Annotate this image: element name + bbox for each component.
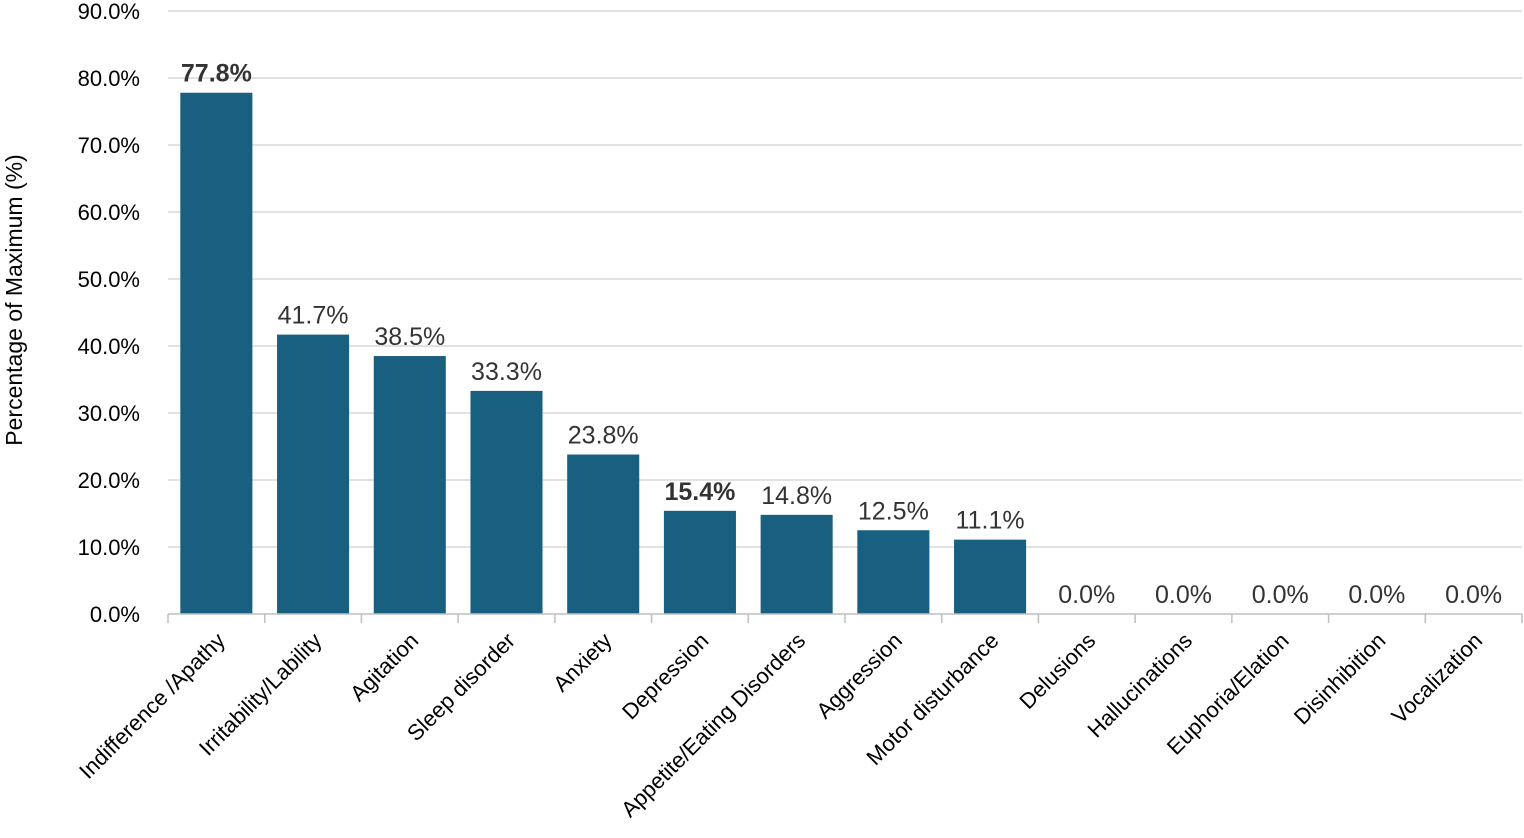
bar xyxy=(180,92,253,615)
bar xyxy=(663,510,736,614)
x-category-label: Vocalization xyxy=(1386,628,1487,729)
bar xyxy=(373,356,446,614)
y-tick-label: 20.0% xyxy=(78,468,140,493)
y-axis-title: Percentage of Maximum (%) xyxy=(1,154,27,445)
bar xyxy=(760,514,833,614)
data-label: 14.8% xyxy=(761,482,832,510)
y-tick-label: 90.0% xyxy=(78,0,140,24)
data-label: 23.8% xyxy=(568,422,639,450)
data-labels: 77.8% 41.7% 38.5% 33.3% 23.8% 15.4% 14.8% 12.5%… xyxy=(181,60,1502,609)
x-category-label: Agitation xyxy=(345,628,423,706)
x-axis xyxy=(167,613,1523,623)
bar xyxy=(567,454,640,614)
x-category-label: Disinhibition xyxy=(1289,628,1391,730)
y-tick-label: 40.0% xyxy=(78,334,140,359)
data-label: 11.1% xyxy=(956,507,1025,535)
x-category-label: Aggression xyxy=(811,628,907,724)
data-label: 0.0% xyxy=(1348,581,1405,609)
x-category-label: Indifference /Apathy xyxy=(74,628,230,784)
gridlines xyxy=(168,10,1522,548)
y-axis-ticks: 0.0% 10.0% 20.0% 30.0% 40.0% 50.0% 60.0% 70.0% 8… xyxy=(78,0,140,627)
data-label: 41.7% xyxy=(278,302,349,330)
y-tick-label: 10.0% xyxy=(78,535,140,560)
data-label: 77.8% xyxy=(181,60,252,88)
y-tick-label: 80.0% xyxy=(78,66,140,91)
bar xyxy=(954,539,1027,614)
data-label: 0.0% xyxy=(1058,581,1115,609)
data-label: 0.0% xyxy=(1252,581,1309,609)
bar xyxy=(277,334,350,614)
x-category-label: Delusions xyxy=(1014,628,1100,714)
data-label: 0.0% xyxy=(1155,581,1212,609)
data-label: 15.4% xyxy=(664,478,735,506)
bar xyxy=(857,530,930,614)
y-tick-label: 70.0% xyxy=(78,133,140,158)
data-label: 0.0% xyxy=(1445,581,1502,609)
y-tick-label: 60.0% xyxy=(78,200,140,225)
x-category-label: Anxiety xyxy=(548,628,617,697)
bar xyxy=(470,390,543,614)
y-tick-label: 30.0% xyxy=(78,401,140,426)
x-axis-category-labels: Indifference /ApathyIrritability/Labilit… xyxy=(74,628,1487,822)
data-label: 12.5% xyxy=(858,497,929,525)
y-tick-label: 50.0% xyxy=(78,267,140,292)
x-category-label: Appetite/Eating Disorders xyxy=(616,628,810,822)
data-label: 33.3% xyxy=(471,358,542,386)
y-tick-label: 0.0% xyxy=(90,602,140,627)
x-category-label: Depression xyxy=(617,628,713,724)
bars xyxy=(180,92,1027,615)
data-label: 38.5% xyxy=(374,323,445,351)
